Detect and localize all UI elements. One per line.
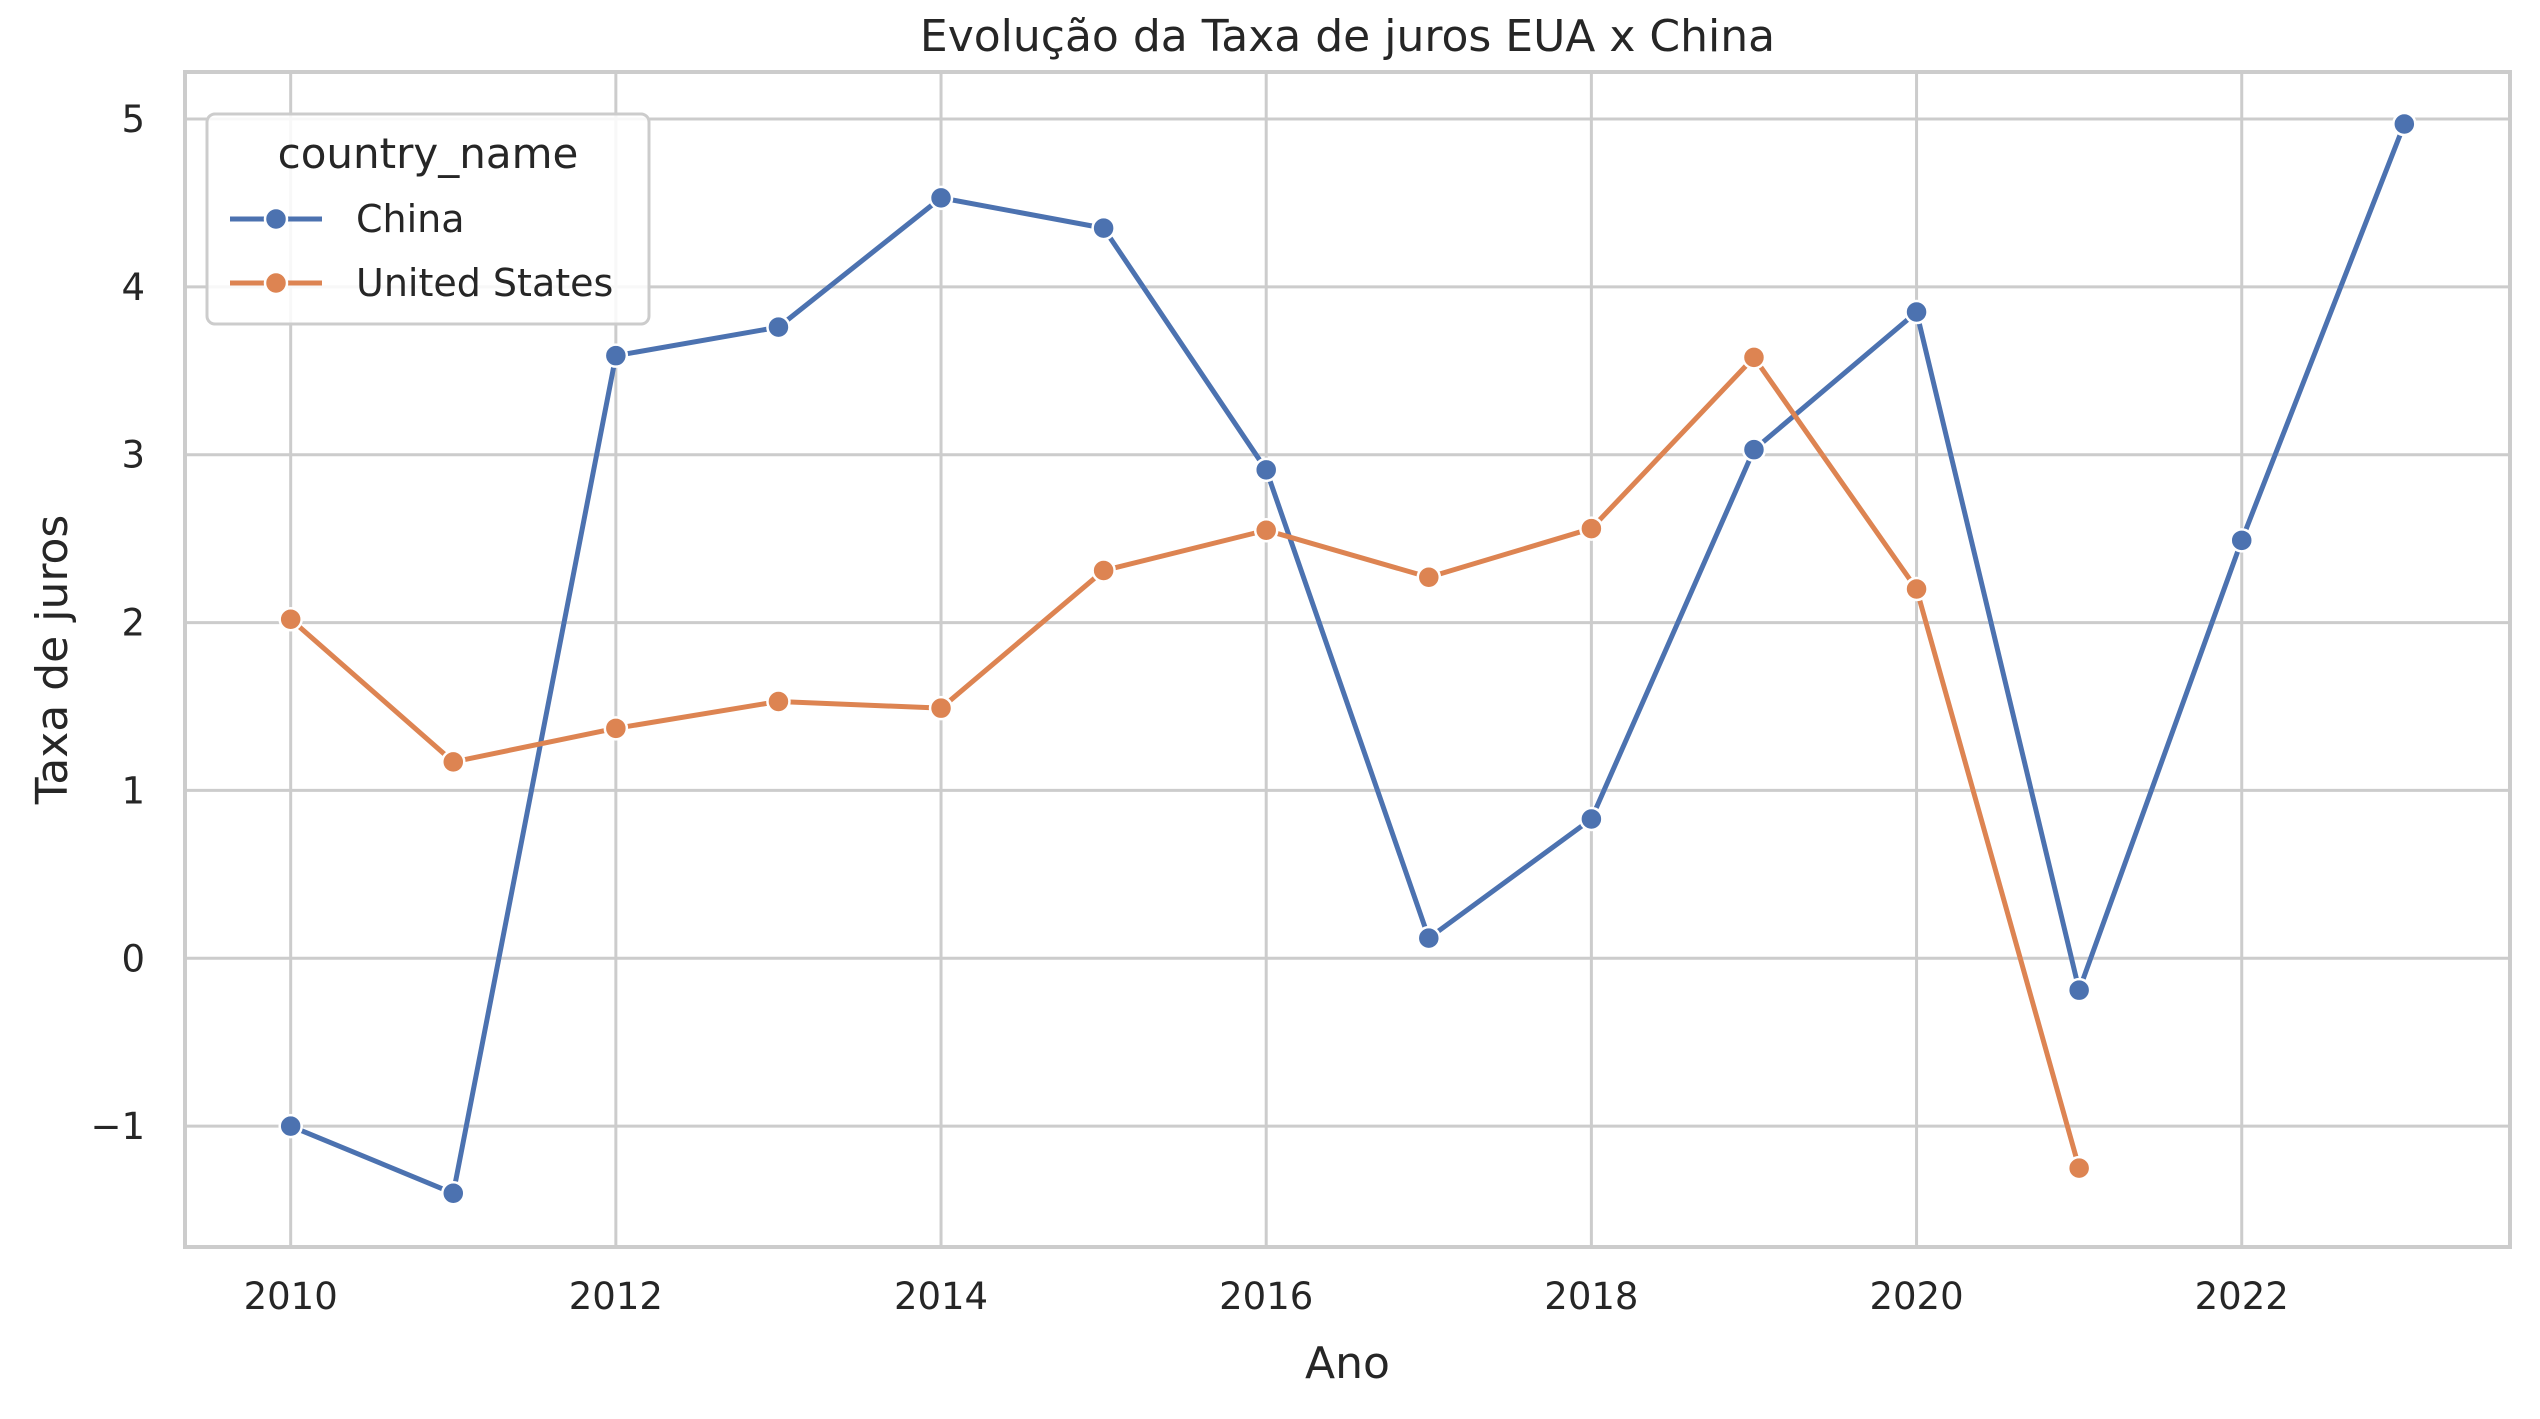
- data-point: [1904, 576, 1929, 602]
- series-china: [278, 111, 2417, 1206]
- data-point: [603, 343, 629, 368]
- data-point: [1741, 437, 1767, 462]
- grid: [185, 72, 2510, 1247]
- y-tick-label: −1: [90, 1105, 145, 1148]
- y-tick-label: 2: [121, 602, 145, 645]
- data-point: [2229, 528, 2254, 553]
- legend-title: country_name: [278, 129, 579, 178]
- legend-dot-marker: [263, 270, 289, 296]
- legend-box: [205, 112, 651, 326]
- series-line: [288, 354, 2082, 1171]
- legend-item: China: [230, 197, 465, 241]
- legend: country_name China United States: [205, 112, 651, 326]
- axes-frame: [183, 70, 2512, 1249]
- data-point: [441, 1181, 466, 1206]
- y-tick-label: 5: [121, 98, 145, 141]
- series-line: [288, 121, 2407, 1196]
- series-united-states: [278, 345, 2092, 1181]
- data-point: [1904, 299, 1929, 325]
- data-point: [766, 689, 791, 714]
- data-point: [1091, 558, 1116, 583]
- data-point: [928, 695, 954, 721]
- data-point: [441, 749, 466, 775]
- x-tick-label: 2010: [244, 1275, 338, 1318]
- data-point: [1091, 215, 1116, 241]
- data-point: [1253, 518, 1279, 543]
- data-point: [2066, 1155, 2092, 1181]
- legend-items: China United States: [230, 197, 613, 305]
- y-tick-label: 0: [121, 937, 145, 980]
- data-point: [278, 1113, 303, 1139]
- x-tick-label: 2012: [569, 1275, 663, 1318]
- legend-dot-marker: [263, 206, 289, 232]
- x-axis-label: Ano: [1305, 1338, 1390, 1389]
- x-tick-label: 2014: [894, 1275, 988, 1318]
- data-point: [2066, 977, 2092, 1003]
- x-axis-ticks: 2010 2012 2014 2016 2018 2020 2022: [244, 1275, 2289, 1318]
- data-point: [1416, 565, 1442, 590]
- x-tick-label: 2018: [1544, 1275, 1638, 1318]
- data-point: [1741, 345, 1767, 370]
- data-point: [1579, 806, 1604, 832]
- x-tick-label: 2016: [1219, 1275, 1313, 1318]
- data-point: [1579, 516, 1604, 541]
- legend-label: United States: [356, 261, 613, 305]
- data-point: [1416, 925, 1442, 951]
- data-point: [928, 185, 954, 211]
- legend-item: United States: [230, 261, 613, 305]
- data-point: [766, 314, 791, 340]
- y-axis-label: Taxa de juros: [27, 515, 78, 806]
- data-point: [2392, 111, 2417, 137]
- data-point: [1253, 457, 1279, 483]
- series-layer: [278, 111, 2417, 1206]
- y-tick-label: 3: [121, 434, 145, 477]
- data-point: [278, 606, 303, 632]
- x-tick-label: 2020: [1869, 1275, 1963, 1318]
- y-tick-label: 4: [121, 266, 145, 309]
- x-tick-label: 2022: [2195, 1275, 2289, 1318]
- legend-label: China: [356, 197, 465, 241]
- data-point: [603, 716, 629, 741]
- chart-title: Evolução da Taxa de juros EUA x China: [920, 11, 1775, 62]
- y-tick-label: 1: [121, 769, 145, 812]
- y-axis-ticks: −1 0 1 2 3 4 5: [90, 98, 145, 1148]
